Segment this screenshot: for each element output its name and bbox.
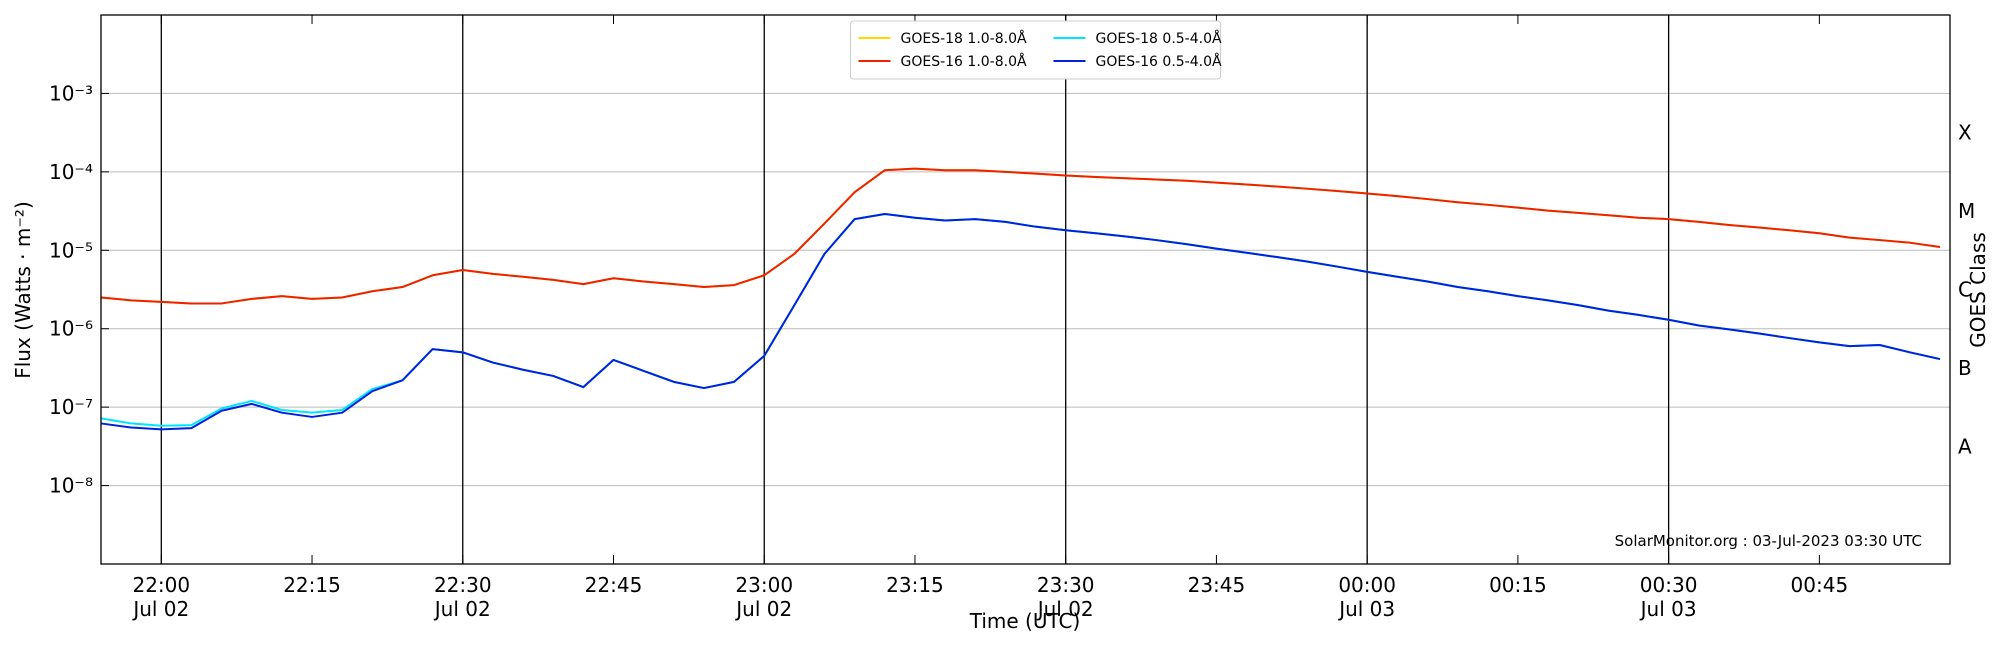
y-tick-label: 10⁻⁸	[49, 474, 93, 498]
y-axis-label: Flux (Watts · m⁻²)	[11, 201, 35, 379]
series-line	[100, 167, 1941, 305]
x-axis-label: Time (UTC)	[969, 609, 1081, 633]
x-tick-label: 22:00 Jul 02	[131, 573, 190, 621]
y-tick-label: 10⁻⁷	[49, 395, 93, 419]
y-tick-label: 10⁻³	[49, 81, 93, 105]
x-tick-label: 22:45	[585, 573, 643, 597]
legend-label: GOES-16 0.5-4.0Å	[1096, 53, 1222, 70]
legend: GOES-18 1.0-8.0Å GOES-16 1.0-8.0Å GOES-18 …	[850, 20, 1222, 80]
x-tick-label: 22:30 Jul 02	[433, 573, 492, 621]
legend-box	[850, 20, 1221, 80]
y2-tick-label: B	[1958, 356, 1972, 380]
y2-tick-label: C	[1958, 278, 1972, 302]
legend-label: GOES-16 1.0-8.0Å	[901, 53, 1027, 70]
x-tick-label: 22:15	[283, 573, 341, 597]
series-line	[100, 213, 1941, 431]
y2-tick-label: X	[1958, 121, 1972, 145]
legend-label: GOES-18 1.0-8.0Å	[901, 30, 1027, 47]
x-tick-label: 00:15	[1489, 573, 1547, 597]
x-tick-label: 00:00 Jul 03	[1337, 573, 1396, 621]
y2-tick-label: A	[1958, 434, 1972, 458]
y2-tick-label: M	[1958, 199, 1975, 223]
x-tick-label: 23:00 Jul 02	[734, 573, 793, 621]
series-line	[100, 167, 1941, 305]
x-tick-label: 23:15	[886, 573, 944, 597]
x-tick-label: 23:45	[1188, 573, 1246, 597]
y-tick-label: 10⁻⁵	[49, 238, 93, 262]
x-tick-label: 23:30 Jul 02	[1036, 573, 1095, 621]
x-tick-label: 00:30 Jul 03	[1639, 573, 1698, 621]
x-tick-label: 00:45	[1791, 573, 1849, 597]
annotation: SolarMonitor.org : 03-Jul-2023 03:30 UTC	[1615, 532, 1922, 550]
y-tick-label: 10⁻⁶	[49, 317, 93, 341]
plot-frame	[100, 14, 1951, 565]
y2-axis-label: GOES Class	[1966, 232, 1990, 348]
y-tick-label: 10⁻⁴	[49, 160, 93, 184]
legend-label: GOES-18 0.5-4.0Å	[1096, 30, 1222, 47]
